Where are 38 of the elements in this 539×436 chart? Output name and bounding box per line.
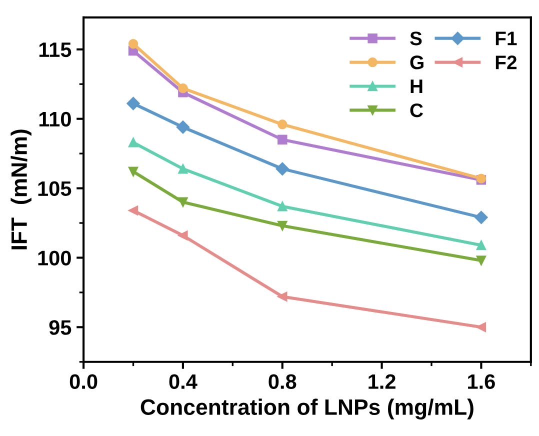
legend-label: F2 — [496, 56, 517, 70]
y-axis-title: IFT (mN/m) — [10, 130, 32, 250]
y-tick-label: 105 — [38, 181, 72, 196]
point — [128, 166, 138, 176]
point — [278, 292, 288, 302]
legend-label: C — [410, 103, 423, 118]
point — [128, 206, 138, 216]
point — [178, 164, 188, 174]
point — [476, 240, 486, 250]
y-tick-label: 110 — [39, 112, 71, 127]
x-tick-label: 0.0 — [70, 374, 98, 389]
point — [476, 322, 486, 332]
y-tick-label: 100 — [38, 250, 71, 266]
x-axis-title: Concentration of LNPs (mg/mL) — [140, 398, 474, 420]
point — [276, 162, 289, 176]
x-tick-label: 1.6 — [468, 374, 495, 389]
point — [278, 120, 288, 130]
legend-label: F1 — [496, 32, 517, 46]
legend-label: S — [410, 32, 422, 46]
point — [278, 201, 288, 212]
legend-label: G — [410, 56, 424, 70]
point — [126, 96, 140, 110]
x-tick-label: 1.2 — [368, 374, 396, 389]
point — [278, 220, 288, 231]
point — [476, 256, 486, 266]
point — [176, 120, 190, 134]
x-tick-label: 0.4 — [169, 374, 198, 389]
point — [178, 83, 188, 94]
point — [178, 230, 188, 240]
point — [178, 197, 188, 208]
point — [278, 134, 288, 145]
y-tick-label: 115 — [39, 42, 72, 58]
legend-label: H — [410, 80, 422, 94]
y-tick-label: 95 — [49, 320, 72, 335]
point — [474, 210, 488, 224]
point — [128, 38, 138, 49]
point — [128, 138, 138, 148]
x-tick-label: 0.8 — [268, 374, 296, 389]
